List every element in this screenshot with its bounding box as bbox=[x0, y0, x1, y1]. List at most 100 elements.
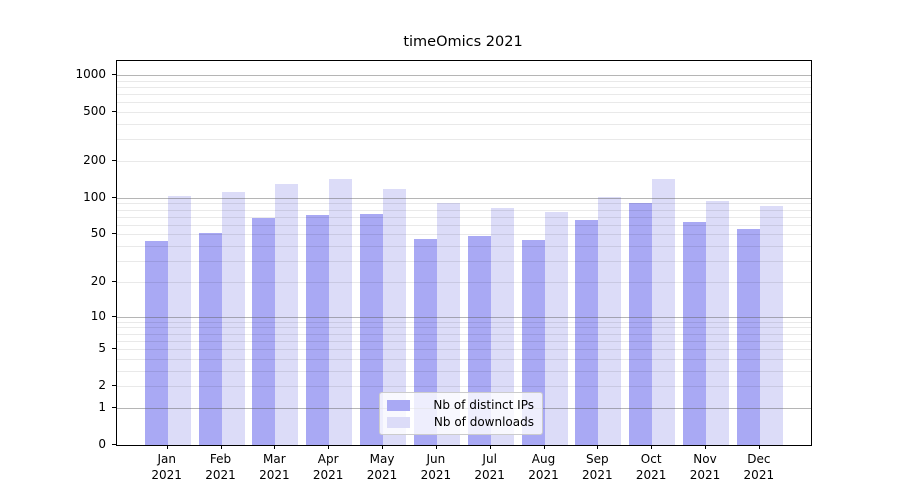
x-tick-year: 2021 bbox=[582, 468, 613, 482]
y-tick-label-0: 0 bbox=[98, 437, 106, 451]
bar-may-downloads bbox=[383, 189, 407, 445]
x-tick-year: 2021 bbox=[635, 468, 667, 482]
x-tick-label-aug: Aug 2021 bbox=[514, 451, 574, 483]
gridline-minor bbox=[117, 124, 811, 126]
x-tick-month: Jul bbox=[482, 452, 497, 466]
gridline-minor bbox=[117, 327, 811, 329]
x-tick-year: 2021 bbox=[205, 468, 236, 482]
x-tick-mark-sep bbox=[597, 445, 599, 449]
legend-item-downloads: Nb of downloads bbox=[387, 415, 534, 430]
y-tick-label-200: 200 bbox=[83, 153, 106, 167]
y-tick-label-5: 5 bbox=[98, 341, 106, 356]
gridline-minor bbox=[117, 261, 811, 263]
legend-label-downloads: Nb of downloads bbox=[433, 415, 534, 429]
x-tick-month: Aug bbox=[531, 452, 556, 466]
bar-jan-distinct-ips bbox=[144, 241, 168, 445]
bar-sep-downloads bbox=[598, 196, 622, 445]
bar-aug-downloads bbox=[544, 212, 568, 445]
bar-oct-downloads bbox=[652, 178, 676, 445]
x-tick-month: Apr bbox=[317, 452, 339, 466]
gridline-minor bbox=[117, 161, 811, 162]
y-tick-mark-500 bbox=[112, 111, 116, 113]
y-tick-mark-20 bbox=[112, 280, 116, 282]
y-tick-mark-50 bbox=[112, 233, 116, 235]
y-tick-mark-200 bbox=[112, 160, 116, 161]
gridline-minor bbox=[117, 224, 811, 226]
y-tick-mark-0 bbox=[112, 444, 116, 445]
x-tick-label-oct: Oct 2021 bbox=[621, 451, 681, 483]
gridline-minor bbox=[117, 234, 811, 236]
bar-mar-distinct-ips bbox=[252, 218, 276, 445]
gridline-minor bbox=[117, 94, 811, 96]
bar-dec-downloads bbox=[759, 205, 783, 445]
x-tick-year: 2021 bbox=[743, 468, 775, 482]
bar-jun-downloads bbox=[436, 203, 460, 445]
x-tick-month: Feb bbox=[209, 452, 232, 466]
bar-may-distinct-ips bbox=[360, 213, 384, 445]
bar-nov-downloads bbox=[706, 201, 729, 445]
legend-label-distinct-ips: Nb of distinct IPs bbox=[433, 398, 534, 412]
y-tick-label-2: 2 bbox=[98, 378, 106, 393]
y-tick-mark-2 bbox=[112, 385, 116, 387]
x-tick-month: Jan bbox=[157, 452, 176, 466]
y-tick-mark-10 bbox=[112, 315, 116, 317]
plot-area bbox=[116, 60, 812, 446]
gridline-minor bbox=[117, 349, 811, 351]
bar-feb-downloads bbox=[221, 191, 245, 445]
y-tick-label-10: 10 bbox=[90, 308, 106, 323]
bar-sep-distinct-ips bbox=[575, 219, 599, 445]
x-tick-month: May bbox=[369, 452, 395, 466]
bar-dec-distinct-ips bbox=[736, 229, 760, 445]
x-tick-year: 2021 bbox=[259, 468, 290, 482]
legend-item-distinct-ips: Nb of distinct IPs bbox=[387, 398, 534, 413]
chart-title: timeOmics 2021 bbox=[403, 34, 523, 50]
x-tick-mark-feb bbox=[220, 445, 222, 449]
y-tick-mark-1 bbox=[112, 406, 116, 408]
y-tick-mark-1000 bbox=[112, 74, 116, 76]
x-tick-mark-jun bbox=[435, 445, 437, 449]
legend-swatch-downloads bbox=[387, 417, 410, 428]
x-tick-year: 2021 bbox=[312, 468, 344, 482]
y-tick-label-100: 100 bbox=[83, 189, 106, 204]
bar-mar-downloads bbox=[275, 184, 299, 445]
y-tick-mark-100 bbox=[112, 196, 116, 198]
legend: Nb of distinct IPs Nb of downloads bbox=[379, 392, 543, 435]
x-tick-year: 2021 bbox=[151, 468, 182, 482]
bar-jan-downloads bbox=[167, 195, 191, 445]
x-tick-month: Mar bbox=[263, 452, 286, 466]
x-tick-mark-jul bbox=[489, 445, 491, 449]
y-tick-label-20: 20 bbox=[90, 273, 106, 288]
gridline-minor bbox=[117, 340, 811, 342]
x-tick-mark-aug bbox=[543, 445, 545, 449]
x-tick-year: 2021 bbox=[420, 468, 452, 482]
gridline-minor bbox=[117, 333, 811, 335]
x-tick-year: 2021 bbox=[528, 468, 559, 482]
gridline-minor bbox=[117, 139, 811, 141]
x-tick-month: Sep bbox=[586, 452, 609, 466]
gridline-minor bbox=[117, 246, 811, 248]
x-tick-year: 2021 bbox=[689, 468, 721, 482]
y-tick-label-1: 1 bbox=[98, 399, 106, 414]
gridline-minor bbox=[117, 102, 811, 104]
gridline-minor bbox=[117, 209, 811, 211]
gridline-minor bbox=[117, 216, 811, 218]
gridline-minor bbox=[117, 112, 811, 114]
x-tick-label-dec: Dec 2021 bbox=[729, 451, 789, 483]
gridline-minor bbox=[117, 321, 811, 323]
bar-oct-distinct-ips bbox=[629, 202, 653, 445]
gridline-minor bbox=[117, 358, 811, 360]
x-tick-month: Dec bbox=[747, 452, 771, 466]
x-tick-mark-mar bbox=[274, 445, 276, 449]
plot-inner bbox=[117, 61, 811, 445]
bar-nov-distinct-ips bbox=[683, 222, 706, 445]
x-tick-label-jun: Jun 2021 bbox=[406, 451, 466, 483]
gridline-minor bbox=[117, 80, 811, 82]
gridline-minor bbox=[117, 203, 811, 205]
x-tick-label-may: May 2021 bbox=[352, 451, 412, 483]
x-tick-mark-jan bbox=[166, 445, 168, 449]
x-tick-label-jan: Jan 2021 bbox=[137, 451, 197, 483]
bar-apr-downloads bbox=[329, 178, 353, 445]
x-tick-label-nov: Nov 2021 bbox=[675, 451, 735, 483]
gridline-minor bbox=[117, 86, 811, 88]
x-tick-year: 2021 bbox=[366, 468, 398, 482]
